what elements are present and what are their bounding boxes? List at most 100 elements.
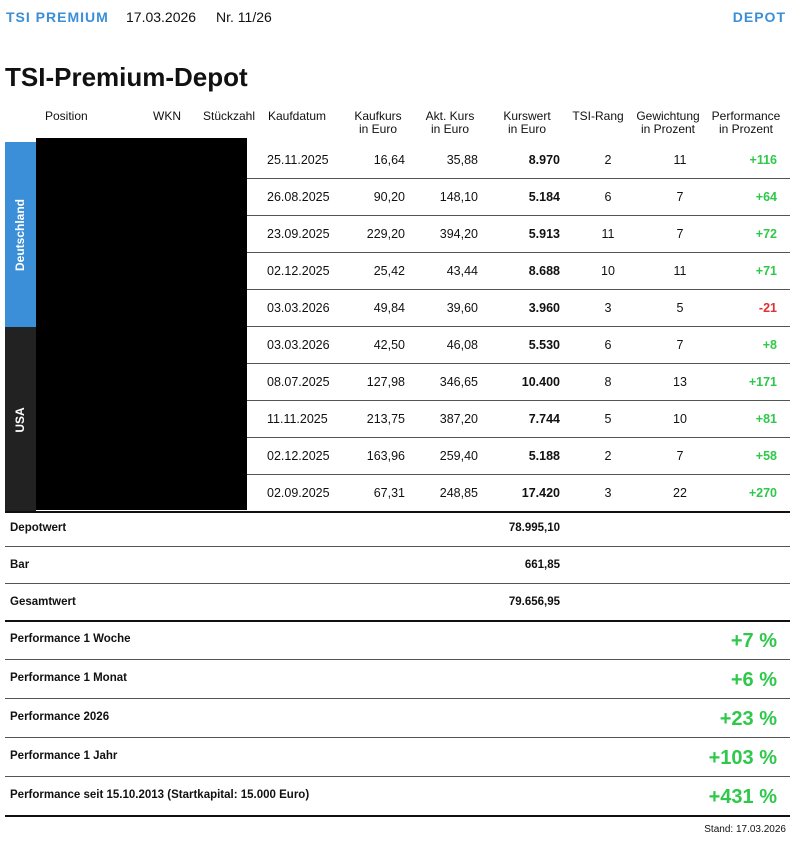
column-header: Position [45,109,88,123]
cell-buy-price: 67,31 [373,486,405,500]
cell-weight: 7 [676,338,684,352]
cell-performance: +71 [755,264,777,278]
summary-label: Gesamtwert [10,596,76,608]
cell-performance: +171 [748,375,777,389]
row-line [247,178,790,179]
row-line [247,400,790,401]
cell-value: 5.530 [528,338,560,352]
cell-date: 03.03.2026 [267,301,330,315]
cell-performance: +64 [755,190,777,204]
cell-performance: +58 [755,449,777,463]
cell-rank: 10 [601,264,615,278]
column-header: in Prozent [640,122,696,136]
cell-current-price: 43,44 [446,264,478,278]
row-line [5,815,790,817]
cell-rank: 6 [604,190,612,204]
column-header: in Euro [358,122,398,136]
row-line [5,511,790,513]
column-header: TSI-Rang [572,109,624,123]
summary-label: Depotwert [10,522,67,534]
row-line [5,583,790,584]
cell-current-price: 39,60 [446,301,478,315]
performance-value: +103 % [708,747,777,769]
cell-current-price: 35,88 [446,153,478,167]
row-line [5,737,790,738]
cell-current-price: 148,10 [439,190,478,204]
cell-date: 11.11.2025 [267,412,328,426]
column-header: Kaufdatum [268,109,327,123]
footer: Stand: 17.03.2026 [704,824,786,835]
cell-buy-price: 229,20 [366,227,405,241]
summary-value: 78.995,10 [508,522,560,534]
cell-buy-price: 163,96 [366,449,405,463]
group-band [5,142,36,327]
cell-value: 7.744 [528,412,560,426]
cell-weight: 7 [676,227,684,241]
cell-rank: 6 [604,338,612,352]
cell-current-price: 394,20 [439,227,478,241]
group-band [5,327,36,512]
redacted-block [36,138,247,510]
cell-weight: 7 [676,449,684,463]
row-line [5,659,790,660]
cell-value: 17.420 [521,486,560,500]
cell-date: 03.03.2026 [267,338,330,352]
cell-performance: +116 [749,153,777,167]
cell-weight: 13 [673,375,687,389]
row-line [247,363,790,364]
row-line [247,326,790,327]
performance-value: +431 % [708,786,777,808]
column-header: Kurswert [503,109,551,123]
summary-value: 79.656,95 [508,596,560,608]
row-line [5,546,790,547]
column-header: Kaufkurs [354,109,402,123]
column-header: WKN [153,109,181,123]
cell-rank: 3 [604,486,612,500]
performance-label: Performance 1 Jahr [10,750,118,762]
cell-current-price: 248,85 [439,486,478,500]
performance-label: Performance seit 15.10.2013 (Startkapita… [10,789,310,801]
cell-date: 25.11.2025 [267,153,329,167]
column-header: in Euro [507,122,547,136]
cell-weight: 11 [673,153,687,167]
cell-performance: +72 [755,227,777,241]
issue-date: 17.03.2026 [126,9,197,25]
cell-value: 8.970 [528,153,560,167]
cell-value: 3.960 [528,301,560,315]
cell-value: 8.688 [528,264,560,278]
cell-current-price: 387,20 [439,412,478,426]
cell-buy-price: 42,50 [373,338,405,352]
cell-value: 10.400 [521,375,560,389]
cell-date: 23.09.2025 [267,227,330,241]
section: DEPOT [732,9,786,25]
cell-rank: 2 [604,449,612,463]
cell-performance: +81 [755,412,777,426]
row-line [247,215,790,216]
cell-date: 02.12.2025 [267,449,330,463]
column-header: Stückzahl [203,109,256,123]
cell-current-price: 346,65 [439,375,478,389]
cell-buy-price: 25,42 [373,264,405,278]
cell-value: 5.188 [528,449,560,463]
cell-rank: 2 [604,153,612,167]
performance-label: Performance 2026 [10,711,110,723]
column-header: Akt. Kurs [425,109,475,123]
cell-rank: 8 [604,375,612,389]
cell-weight: 5 [676,301,684,315]
cell-current-price: 46,08 [446,338,478,352]
performance-value: +7 % [730,630,777,652]
brand: TSI PREMIUM [6,9,109,25]
performance-value: +6 % [730,669,777,691]
column-header: in Prozent [718,122,774,136]
cell-buy-price: 213,75 [366,412,405,426]
cell-rank: 11 [601,227,615,241]
cell-weight: 10 [673,412,687,426]
column-header: Performance [711,109,781,123]
cell-buy-price: 90,20 [373,190,405,204]
cell-date: 08.07.2025 [267,375,330,389]
row-line [247,474,790,475]
cell-date: 02.09.2025 [267,486,330,500]
group-label: Deutschland [13,198,27,271]
performance-label: Performance 1 Monat [10,672,127,684]
